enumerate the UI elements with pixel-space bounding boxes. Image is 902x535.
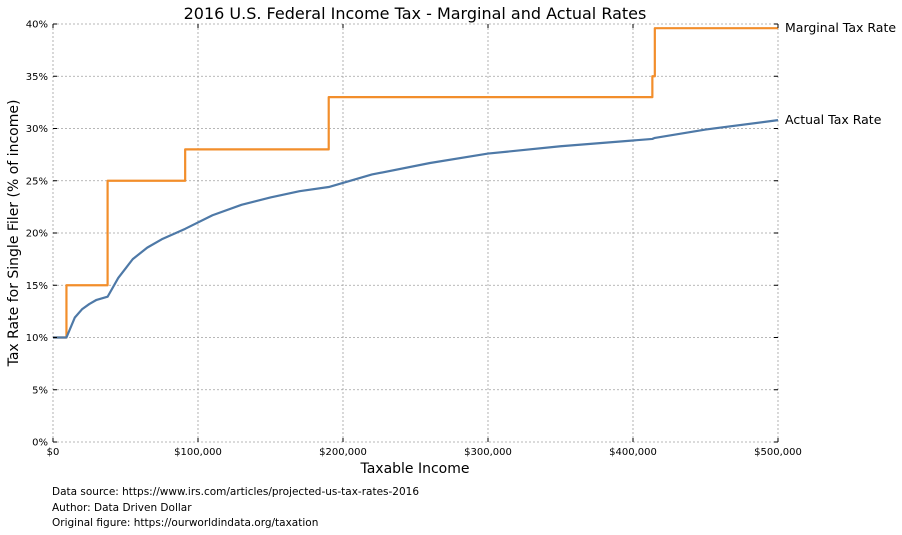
footnote-author: Author: Data Driven Dollar (52, 502, 192, 514)
x-tick-label: $100,000 (174, 447, 222, 458)
y-tick-label: 25% (26, 176, 48, 187)
y-tick-label: 0% (32, 438, 48, 449)
footnote-original-figure: Original figure: https://ourworldindata.… (52, 517, 318, 529)
y-tick-label: 35% (26, 72, 48, 83)
x-tick-label: $0 (47, 447, 60, 458)
y-tick-label: 10% (26, 333, 48, 344)
chart-title: 2016 U.S. Federal Income Tax - Marginal … (184, 4, 647, 23)
y-tick-label: 5% (32, 385, 48, 396)
series-lines (53, 27, 779, 339)
x-tick-label: $300,000 (464, 447, 512, 458)
x-tick-label: $200,000 (319, 447, 367, 458)
x-axis-label: Taxable Income (359, 461, 469, 477)
y-tick-label: 40% (26, 20, 48, 31)
footnote-data-source: Data source: https://www.irs.com/article… (52, 486, 419, 498)
grid (52, 23, 779, 443)
actual-tax-rate-label: Actual Tax Rate (785, 112, 882, 127)
y-axis-label: Tax Rate for Single Filer (% of income) (6, 100, 22, 368)
axes: 0% 5% 10% 15% 20% 25% 30% 35% 40% $0 $100,000 $200,… (26, 20, 802, 459)
marginal-tax-rate-line (53, 27, 778, 339)
x-tick-label: $500,000 (754, 447, 802, 458)
y-tick-label: 20% (26, 229, 48, 240)
x-tick-label: $400,000 (609, 447, 657, 458)
y-tick-label: 30% (26, 124, 48, 135)
series-labels: Marginal Tax Rate Actual Tax Rate (785, 20, 896, 127)
y-tick-label: 15% (26, 281, 48, 292)
marginal-tax-rate-label: Marginal Tax Rate (785, 20, 896, 35)
actual-tax-rate-line (53, 119, 779, 339)
